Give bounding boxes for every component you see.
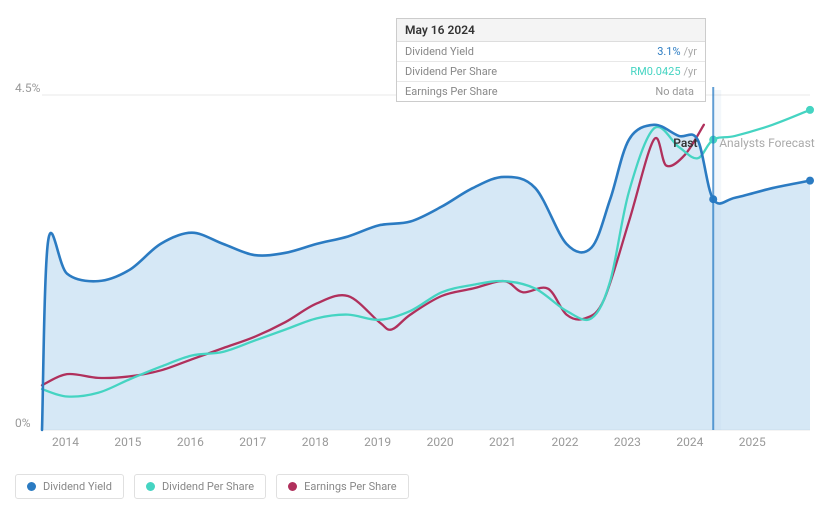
legend-label: Dividend Yield [43,480,112,493]
tooltip-row-label: Dividend Per Share [405,65,630,78]
tooltip-row-value: RM0.0425 [630,65,680,78]
x-axis-label: 2015 [114,435,141,449]
x-axis-label: 2022 [551,435,578,449]
legend-label: Dividend Per Share [162,480,254,493]
tooltip-row-label: Earnings Per Share [405,85,655,98]
tooltip-row: Dividend Yield3.1% /yr [397,42,705,62]
y-axis-label: 4.5% [15,81,40,95]
tooltip-row-unit: /yr [684,45,697,58]
x-axis-label: 2025 [739,435,766,449]
chart-legend: Dividend Yield Dividend Per Share Earnings… [15,474,409,499]
x-axis-label: 2020 [427,435,454,449]
x-axis-label: 2016 [177,435,204,449]
legend-item[interactable]: Dividend Per Share [134,474,266,499]
tooltip-row: Dividend Per ShareRM0.0425/yr [397,62,705,82]
past-period-label: Past [673,136,697,150]
x-axis-label: 2014 [52,435,79,449]
legend-dot-icon [288,482,297,491]
x-axis-label: 2017 [239,435,266,449]
tooltip-row-label: Dividend Yield [405,45,657,58]
tooltip-date: May 16 2024 [397,19,705,42]
legend-label: Earnings Per Share [304,480,397,493]
tooltip-row: Earnings Per ShareNo data [397,82,705,101]
chart-container: 0% 4.5% 2014 2015 2016 2017 2018 2019 2020 2021 2… [0,0,821,508]
x-axis-label: 2019 [364,435,391,449]
legend-item[interactable]: Dividend Yield [15,474,124,499]
y-axis-label: 0% [15,416,31,430]
forecast-period-label: Analysts Forecast [719,136,814,150]
x-axis-label: 2018 [302,435,329,449]
x-axis-label: 2024 [676,435,703,449]
x-axis-label: 2021 [489,435,516,449]
legend-dot-icon [27,482,36,491]
tooltip-row-value: No data [655,85,694,98]
x-axis-label: 2023 [614,435,641,449]
tooltip-row-value: 3.1% [657,45,680,58]
legend-item[interactable]: Earnings Per Share [276,474,409,499]
legend-dot-icon [146,482,155,491]
chart-tooltip: May 16 2024 Dividend Yield3.1%/yrDividen… [396,18,706,102]
tooltip-row-unit: /yr [684,65,697,78]
